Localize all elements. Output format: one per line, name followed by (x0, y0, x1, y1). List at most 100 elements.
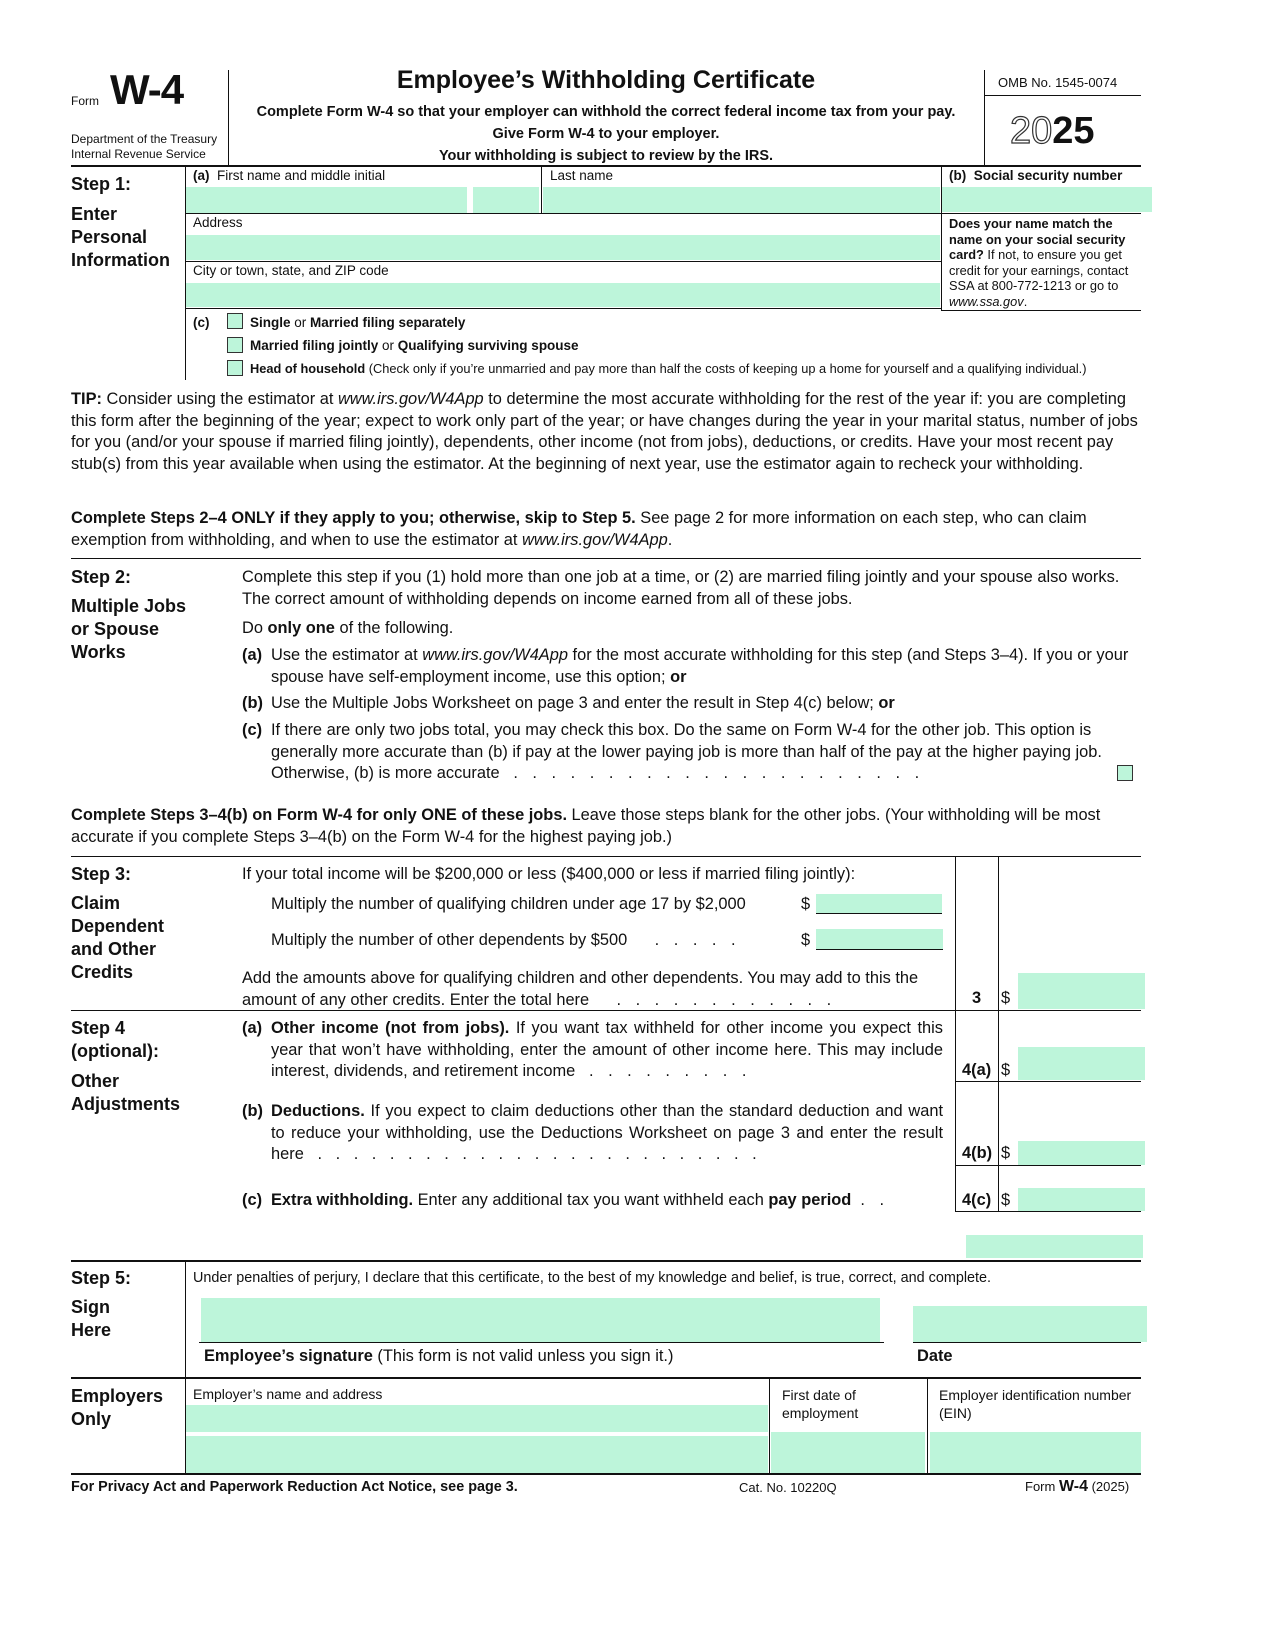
step4-label: Step 4 (optional): (71, 1018, 159, 1061)
dollar-sign: $ (1001, 1191, 1011, 1209)
last-name-input[interactable] (543, 187, 940, 213)
last-name-label: Last name (550, 168, 614, 183)
form-name: W-4 (110, 66, 184, 113)
filing-status-label: (c) (193, 315, 210, 330)
perjury-statement: Under penalties of perjury, I declare th… (193, 1270, 992, 1286)
deductions-text: Deductions. If you expect to claim deduc… (271, 1102, 943, 1163)
single-checkbox[interactable] (227, 313, 243, 329)
line-3-label: 3 (972, 989, 982, 1007)
subtitle-2: Give Form W-4 to your employer. (492, 126, 720, 142)
line-4c-input[interactable] (1018, 1188, 1145, 1211)
subtitle-3: Your withholding is subject to review by… (438, 148, 774, 164)
children-amount-input[interactable] (816, 894, 942, 914)
ssn-input[interactable] (942, 187, 1152, 212)
head-of-household-checkbox[interactable] (227, 360, 243, 376)
ssa-link[interactable]: www.ssa.gov (949, 293, 1024, 309)
estimator-link[interactable]: www.irs.gov/W4App (522, 530, 668, 549)
privacy-notice: For Privacy Act and Paperwork Reduction … (71, 1479, 518, 1495)
step2-b-text: Use the Multiple Jobs Worksheet on page … (271, 694, 895, 712)
step4-title: Other Adjustments (71, 1071, 181, 1114)
step3-total-text: Add the amounts above for qualifying chi… (242, 969, 919, 1009)
dollar-sign: $ (801, 931, 811, 949)
complete-steps-3-4: Complete Steps 3–4(b) on Form W-4 for on… (71, 806, 1101, 846)
city-input[interactable] (186, 283, 940, 307)
line-4b-label: 4(b) (962, 1144, 993, 1162)
subtitle-1: Complete Form W-4 so that your employer … (256, 104, 956, 120)
ssa-note: Does your name match the name on your so… (949, 216, 1129, 309)
step2-a-text: Use the estimator at www.irs.gov/W4App f… (271, 646, 1129, 686)
ein-label: Employer identification number (EIN) (939, 1387, 1132, 1421)
other-dependents-label: Multiply the number of other dependents … (271, 931, 741, 949)
head-of-household-label: Head of household (Check only if you’re … (250, 361, 1087, 376)
employer-address-input[interactable] (186, 1436, 768, 1473)
step3-intro: If your total income will be $200,000 or… (242, 865, 856, 883)
single-label: Single or Married filing separately (250, 315, 466, 330)
signature-input[interactable] (201, 1298, 880, 1343)
line-4b-input[interactable] (1018, 1141, 1145, 1165)
step2-intro: Complete this step if you (1) hold more … (242, 568, 1120, 608)
employer-name-label: Employer’s name and address (193, 1386, 383, 1402)
city-label: City or town, state, and ZIP code (193, 263, 389, 278)
step5-label: Step 5: (71, 1268, 132, 1288)
form-word: Form (71, 94, 99, 108)
first-name-label: (a) First name and middle initial (193, 168, 386, 183)
first-name-input[interactable] (186, 187, 467, 213)
form-title: Employee’s Withholding Certificate (396, 66, 816, 94)
step2-do-one: Do only one of the following. (242, 619, 454, 637)
line-4c-label: 4(c) (962, 1191, 992, 1209)
first-date-input[interactable] (771, 1432, 925, 1473)
year-bold: 25 (1052, 110, 1095, 152)
irs: Internal Revenue Service (71, 147, 206, 161)
dollar-sign: $ (801, 895, 811, 913)
agency: Department of the Treasury Internal Reven… (71, 132, 217, 162)
step2-c-text: If there are only two jobs total, you ma… (271, 721, 1102, 782)
dollar-sign: $ (1001, 1144, 1011, 1162)
ein-input[interactable] (930, 1432, 1141, 1473)
catalog-number: Cat. No. 10220Q (739, 1480, 837, 1495)
step5-title: Sign Here (71, 1297, 112, 1340)
step3-label: Step 3: (71, 864, 132, 884)
complete-steps-2-4: Complete Steps 2–4 ONLY if they apply to… (71, 509, 1087, 549)
year-outline: 20 (1009, 109, 1053, 152)
address-label: Address (193, 215, 243, 230)
employers-only-label: Employers Only (71, 1386, 164, 1429)
step1-label: Step 1: (71, 174, 132, 194)
step2-c-label: (c) (242, 721, 263, 739)
step2-label: Step 2: (71, 567, 132, 587)
omb-number: OMB No. 1545-0074 (998, 75, 1118, 90)
ssn-label: (b) Social security number (949, 168, 1123, 183)
dollar-sign: $ (1001, 1061, 1011, 1079)
subtitle: Complete Form W-4 so that your employer … (228, 101, 984, 167)
step2-title: Multiple Jobs or Spouse Works (71, 596, 187, 662)
step4-a-label: (a) (242, 1019, 263, 1037)
dept: Department of the Treasury (71, 132, 218, 146)
step3-title: Claim Dependent and Other Credits (71, 893, 165, 982)
signature-label: Employee’s signature (This form is not v… (204, 1347, 674, 1365)
other-dependents-amount-input[interactable] (816, 929, 943, 950)
extra-field[interactable] (966, 1235, 1143, 1258)
address-input[interactable] (186, 235, 940, 260)
line-4a-label: 4(a) (962, 1061, 992, 1079)
married-jointly-checkbox[interactable] (227, 337, 243, 353)
married-jointly-label: Married filing jointly or Qualifying sur… (250, 338, 579, 353)
two-jobs-checkbox[interactable] (1117, 765, 1133, 781)
footer-form: Form W-4 (2025) (1025, 1478, 1130, 1495)
step4-b-label: (b) (242, 1102, 263, 1120)
first-date-label: First date of employment (782, 1387, 859, 1421)
line-4a-input[interactable] (1018, 1047, 1145, 1080)
dollar-sign: $ (1001, 989, 1011, 1007)
step2-a-label: (a) (242, 646, 263, 664)
extra-withholding-text: Extra withholding. Enter any additional … (271, 1191, 890, 1209)
line-3-input[interactable] (1018, 973, 1145, 1009)
middle-initial-input[interactable] (473, 187, 539, 213)
step4-c-label: (c) (242, 1191, 263, 1209)
children-label: Multiply the number of qualifying childr… (271, 895, 746, 913)
tip-paragraph: TIP: Consider using the estimator at www… (71, 390, 1138, 473)
estimator-link[interactable]: www.irs.gov/W4App (337, 390, 484, 408)
date-input[interactable] (913, 1306, 1147, 1342)
date-label: Date (917, 1347, 953, 1365)
tax-year: 2025 (1009, 109, 1095, 153)
employer-name-input[interactable] (186, 1405, 768, 1432)
step1-title: Enter Personal Information (71, 204, 170, 270)
other-income-text: Other income (not from jobs). If you wan… (271, 1019, 943, 1080)
